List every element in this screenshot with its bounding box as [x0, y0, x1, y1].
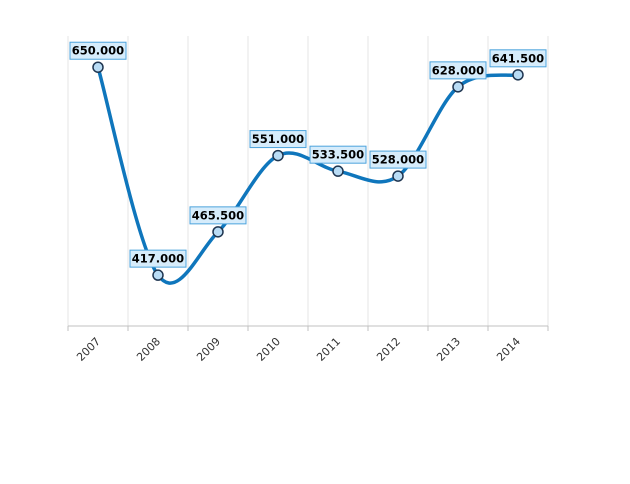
data-label: 650.000	[69, 41, 127, 60]
data-label-box	[369, 150, 427, 169]
data-label-box	[189, 206, 247, 225]
data-label: 533.500	[309, 145, 367, 164]
data-point	[332, 165, 344, 177]
data-label: 628.000	[429, 61, 487, 80]
x-axis-tick-labels: 2007 2008 2009 2010 2011 2012 2013 2014	[74, 335, 523, 364]
data-labels: 650.000 417.000 465.500 551.000 533.500 528.0…	[69, 41, 547, 268]
data-points	[92, 61, 524, 281]
data-label-text: 417.000	[132, 252, 184, 266]
data-label-text: 628.000	[432, 63, 484, 77]
data-point	[212, 226, 224, 238]
x-tick-label: 2013	[434, 335, 463, 364]
data-label-box	[489, 49, 547, 68]
data-label-text: 641.500	[492, 51, 544, 65]
x-axis-ticks	[67, 326, 549, 331]
x-tick-label: 2011	[314, 335, 343, 364]
data-label: 417.000	[129, 249, 187, 268]
data-label: 528.000	[369, 150, 427, 169]
data-point	[392, 170, 404, 182]
data-point	[512, 69, 524, 81]
data-label-box	[429, 61, 487, 80]
data-label: 465.500	[189, 206, 247, 225]
data-point	[152, 269, 164, 281]
data-label-box	[129, 249, 187, 268]
data-label-box	[69, 41, 127, 60]
data-label: 551.000	[249, 130, 307, 149]
x-tick-label: 2007	[74, 335, 103, 364]
x-tick-label: 2009	[194, 335, 223, 364]
data-label-box	[309, 145, 367, 164]
data-label-text: 465.500	[192, 208, 244, 222]
data-label-text: 650.000	[72, 44, 124, 58]
data-label-box	[249, 130, 307, 149]
x-tick-label: 2014	[494, 335, 523, 364]
x-tick-label: 2012	[374, 335, 403, 364]
x-tick-label: 2008	[134, 335, 163, 364]
data-point	[452, 81, 464, 93]
data-label: 641.500	[489, 49, 547, 68]
x-tick-label: 2010	[254, 335, 283, 364]
data-point	[92, 61, 104, 73]
data-point	[272, 149, 284, 162]
data-label-text: 533.500	[312, 148, 364, 162]
data-label-text: 528.000	[372, 153, 424, 167]
data-label-text: 551.000	[252, 132, 304, 146]
